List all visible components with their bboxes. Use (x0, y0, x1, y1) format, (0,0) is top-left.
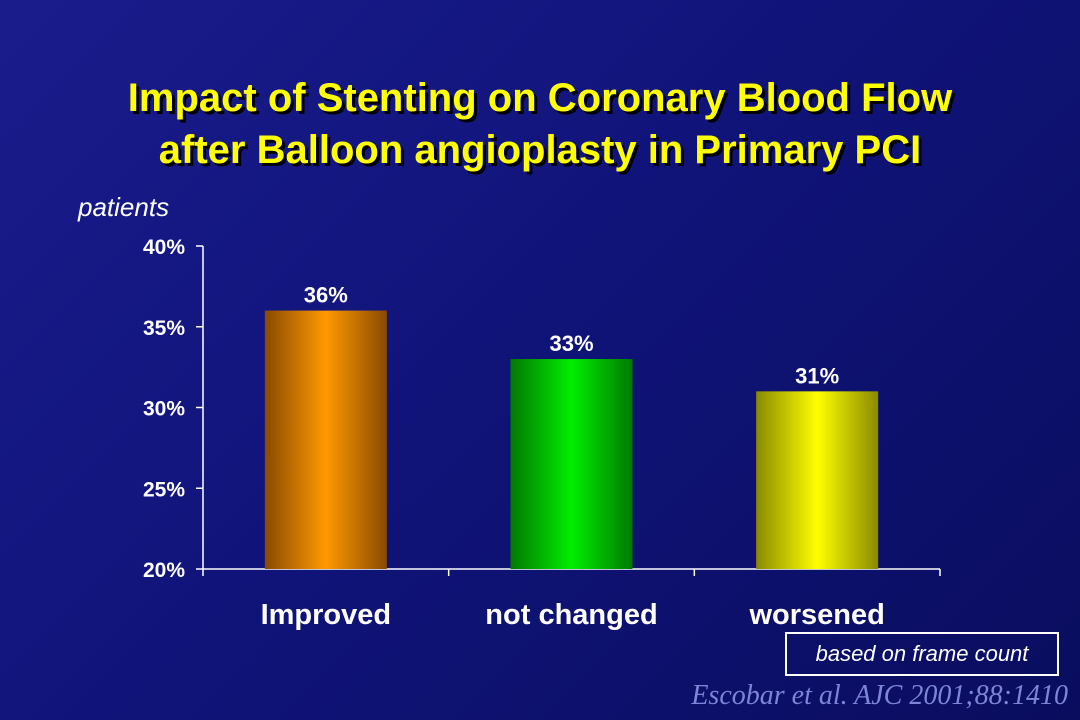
bar-not-changed (510, 359, 633, 569)
data-label: 33% (549, 331, 593, 356)
chart-bars (264, 310, 879, 569)
bar-worsened (756, 391, 879, 569)
x-tick-label: worsened (748, 599, 884, 631)
citation: Escobar et al. AJC 2001;88:1410 (691, 680, 1068, 711)
x-tick-label: Improved (261, 599, 392, 631)
bar-improved (264, 310, 387, 569)
chart-title: Impact of Stenting on Coronary Blood Flo… (0, 72, 1080, 176)
y-axis-label: patients (78, 192, 170, 222)
y-tick-label: 40% (143, 236, 185, 259)
x-tick-label: not changed (485, 599, 657, 631)
y-tick-label: 35% (143, 317, 185, 340)
data-label: 31% (795, 363, 839, 388)
chart-title-line-2: after Balloon angioplasty in Primary PCI (158, 128, 922, 172)
chart-labels: 20% 25% 30% 35% 40% 36% Improved 33% not changed… (143, 236, 885, 631)
chart-title-line-1: Impact of Stenting on Coronary Blood Flo… (127, 76, 953, 120)
frame-count-note: based on frame count (785, 632, 1059, 676)
data-label: 36% (304, 283, 348, 308)
y-tick-label: 20% (143, 559, 185, 582)
y-tick-label: 25% (143, 478, 185, 501)
y-tick-label: 30% (143, 398, 185, 421)
